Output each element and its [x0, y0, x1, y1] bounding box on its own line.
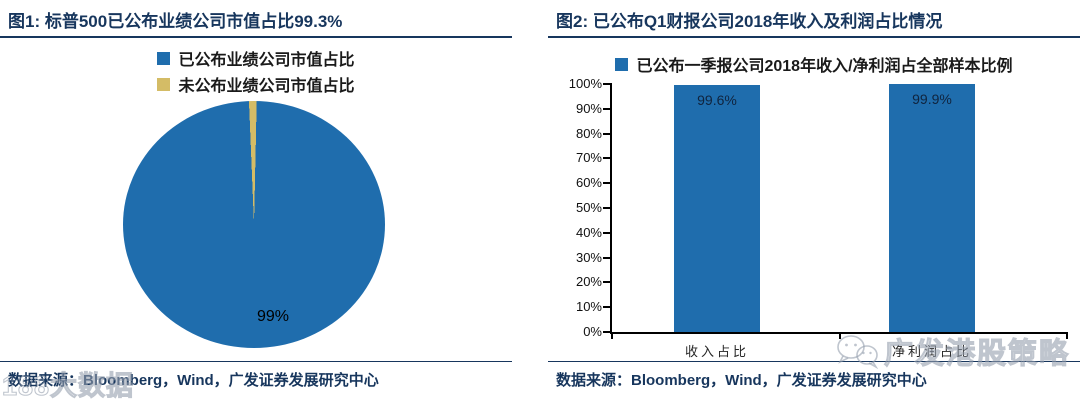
bar-chart-plot-area: 0% 10% 20% 30% 40% 50% 60% 70% 80% 90% 100% 99.6% 收入…: [569, 76, 1068, 359]
y-axis-tick-label: 10%: [575, 299, 602, 315]
wechat-icon: [837, 335, 879, 369]
legend-label: 已公布业绩公司市值占比: [178, 52, 355, 69]
figure1-source: 数据来源：Bloomberg，Wind，广发证券发展研究中心: [8, 372, 379, 389]
y-axis-tick-label: 40%: [575, 224, 602, 240]
watermark-bottom-left: 188大数据: [1, 370, 135, 401]
y-axis-tick-mark: [603, 207, 612, 209]
y-axis-tick-mark: [603, 132, 612, 135]
y-axis-tick-label: 60%: [575, 175, 602, 191]
y-axis-tick-label: 50%: [575, 200, 602, 215]
y-axis-tick-mark: [603, 157, 612, 160]
x-axis-tick-mark: [1066, 332, 1068, 339]
y-axis-tick-mark: [603, 256, 612, 259]
figure2-title: 图2: 已公布Q1财报公司2018年收入及利润占比情况: [556, 12, 943, 31]
x-axis-category-label: 净利润占比: [891, 344, 972, 359]
y-axis-tick-label: 70%: [575, 150, 602, 166]
bar-data-label: 99.6%: [697, 91, 737, 108]
bar-data-label: 99.9%: [912, 91, 952, 108]
y-axis-tick-mark: [603, 83, 612, 85]
y-axis-tick-mark: [603, 281, 612, 284]
legend-item: 已公布业绩公司市值占比: [157, 46, 355, 70]
legend-swatch: [615, 57, 629, 71]
pie-chart: 99%: [123, 101, 385, 348]
figure1-title-rule: [0, 36, 512, 38]
legend-item: 已公布一季报公司2018年收入/净利润占全部样本比例: [615, 52, 1013, 76]
y-axis-tick-mark: [603, 331, 612, 333]
y-axis-tick-label: 80%: [575, 125, 602, 141]
figure2-panel: 图2: 已公布Q1财报公司2018年收入及利润占比情况 已公布一季报公司2018…: [548, 0, 1080, 403]
figure1-panel: 图1: 标普500已公布业绩公司市值占比99.3% 已公布业绩公司市值占比 未公布…: [0, 0, 512, 403]
y-axis-tick-label: 0%: [583, 324, 602, 339]
x-axis-tick-mark: [838, 332, 841, 339]
bar: [889, 84, 975, 332]
y-axis-tick-mark: [603, 182, 612, 185]
figure2-source: 数据来源：Bloomberg，Wind，广发证券发展研究中心: [556, 372, 927, 389]
x-axis-tick-mark: [611, 332, 613, 339]
watermark-bottom-right-text: 广发港股策略: [883, 337, 1071, 370]
y-axis-tick-label: 30%: [575, 249, 602, 265]
watermark-bottom-right: 广发港股策略: [834, 330, 1070, 372]
legend-swatch: [157, 77, 171, 91]
figure2-bottom-rule: [548, 361, 1080, 362]
legend-swatch: [157, 51, 171, 65]
legend-item: 未公布业绩公司市值占比: [157, 72, 355, 96]
y-axis-tick-mark: [603, 306, 612, 309]
figure1-bottom-rule: [0, 361, 512, 362]
figure1-legend: 已公布业绩公司市值占比 未公布业绩公司市值占比: [0, 46, 512, 96]
legend-label: 已公布一季报公司2018年收入/净利润占全部样本比例: [636, 58, 1013, 75]
legend-label: 未公布业绩公司市值占比: [178, 78, 355, 95]
figure2-title-rule: [548, 36, 1080, 38]
y-axis-tick-mark: [603, 231, 612, 234]
y-axis-tick-label: 90%: [575, 100, 602, 116]
figure2-legend: 已公布一季报公司2018年收入/净利润占全部样本比例: [548, 52, 1080, 76]
y-axis-tick-label: 100%: [568, 76, 602, 91]
y-axis-tick-label: 20%: [575, 274, 602, 290]
x-axis-category-label: 收入占比: [684, 344, 749, 359]
bar: [674, 85, 760, 332]
figure1-title: 图1: 标普500已公布业绩公司市值占比99.3%: [8, 12, 343, 31]
y-axis-tick-mark: [603, 107, 612, 110]
pie-data-label: 99%: [256, 308, 290, 325]
